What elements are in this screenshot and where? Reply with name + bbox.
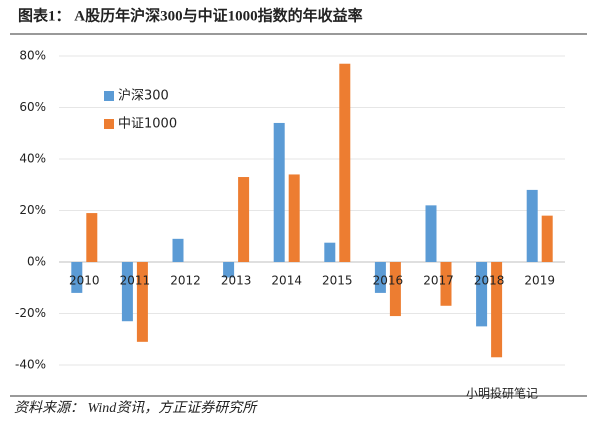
bar <box>273 122 285 262</box>
bar <box>491 262 503 358</box>
bar <box>374 262 386 293</box>
x-tick-label: 2012 <box>170 274 201 288</box>
bar <box>425 205 437 262</box>
y-tick-label: 80% <box>19 49 46 63</box>
y-tick-label: -40% <box>15 358 46 372</box>
legend-label: 沪深300 <box>118 88 169 104</box>
bar <box>324 242 336 262</box>
bar <box>86 213 98 262</box>
y-tick-label: 60% <box>19 100 46 114</box>
bar <box>389 262 401 317</box>
legend-swatch <box>104 119 114 129</box>
x-tick-label: 2017 <box>423 274 454 288</box>
x-tick-label: 2014 <box>271 274 302 288</box>
x-tick-label: 2011 <box>120 274 151 288</box>
y-tick-label: 20% <box>19 203 46 217</box>
x-tick-label: 2016 <box>373 274 404 288</box>
x-tick-label: 2013 <box>221 274 252 288</box>
bar <box>71 262 83 293</box>
bar <box>223 262 235 278</box>
bar <box>476 262 488 327</box>
y-tick-label: -20% <box>15 306 46 320</box>
x-tick-label: 2018 <box>474 274 505 288</box>
legend-label: 中证1000 <box>118 117 177 132</box>
bar <box>440 262 452 306</box>
legend-swatch <box>104 91 114 101</box>
watermark: 小明投研笔记 <box>466 386 538 401</box>
x-tick-label: 2015 <box>322 274 353 288</box>
bar <box>238 177 250 262</box>
bar <box>541 215 553 262</box>
source: 资料来源： Wind资讯，方正证券研究所 <box>14 400 258 416</box>
x-tick-label: 2010 <box>69 274 100 288</box>
bar <box>121 262 133 322</box>
chart-title: 图表1： A股历年沪深300与中证1000指数的年收益率 <box>18 6 363 24</box>
bar <box>136 262 148 342</box>
y-tick-label: 0% <box>27 255 46 269</box>
bar <box>339 63 351 262</box>
bar <box>288 174 300 262</box>
bar <box>526 189 538 262</box>
x-tick-label: 2019 <box>524 274 555 288</box>
y-tick-label: 40% <box>19 152 46 166</box>
bar <box>172 238 184 262</box>
